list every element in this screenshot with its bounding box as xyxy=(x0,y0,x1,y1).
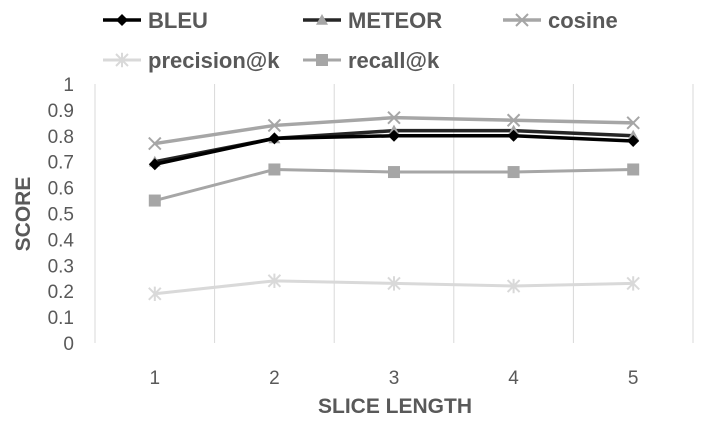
series-bleu xyxy=(148,129,640,171)
legend-item: BLEU xyxy=(103,8,208,33)
point-marker xyxy=(507,166,520,179)
legend-item: cosine xyxy=(503,8,618,33)
x-axis-ticks: 1 2 3 4 5 xyxy=(150,368,639,389)
y-tick-label: 0.2 xyxy=(48,282,74,303)
point-marker xyxy=(506,278,521,294)
y-tick-label: 0.9 xyxy=(48,101,74,122)
point-marker xyxy=(388,129,400,142)
x-tick-label: 5 xyxy=(628,368,639,389)
y-tick-label: 0.4 xyxy=(48,230,75,251)
x-tick-label: 2 xyxy=(269,368,280,389)
point-marker xyxy=(626,276,640,291)
legend-item: METEOR xyxy=(303,8,442,33)
point-marker xyxy=(506,113,521,127)
y-tick-label: 0 xyxy=(63,334,74,355)
y-tick-label: 0.3 xyxy=(48,256,74,277)
y-tick-label: 0.8 xyxy=(48,127,74,148)
legend-item: precision@k xyxy=(103,48,280,73)
series-layer xyxy=(148,110,640,301)
series-cosine xyxy=(148,110,640,151)
point-marker xyxy=(388,166,400,179)
series-recall-k xyxy=(148,163,640,207)
point-marker xyxy=(115,52,129,68)
point-marker xyxy=(267,118,282,133)
point-marker xyxy=(148,158,161,171)
y-axis-ticks: 0 0.1 0.2 0.3 0.4 0.5 0.6 0.7 0.8 0.9 1 xyxy=(48,75,75,355)
y-tick-label: 1 xyxy=(63,75,74,96)
legend-item: recall@k xyxy=(303,48,440,73)
x-axis-title: SLICE LENGTH xyxy=(318,395,472,418)
point-marker xyxy=(515,13,529,27)
point-marker xyxy=(387,276,401,291)
y-tick-label: 0.1 xyxy=(48,308,74,329)
y-tick-label: 0.6 xyxy=(48,179,74,200)
x-tick-label: 4 xyxy=(508,368,519,389)
point-marker xyxy=(148,194,161,207)
point-marker xyxy=(148,286,162,301)
point-marker xyxy=(627,163,640,176)
point-marker xyxy=(626,116,640,130)
legend: BLEU METEOR cosine precision@k recall@k xyxy=(103,8,618,73)
x-tick-label: 3 xyxy=(389,368,400,389)
point-marker xyxy=(507,129,520,142)
legend-label: precision@k xyxy=(148,48,280,73)
series-precision-k xyxy=(148,273,640,301)
legend-label: cosine xyxy=(548,8,618,33)
y-tick-label: 0.7 xyxy=(48,153,74,174)
y-axis-title: SCORE xyxy=(12,177,35,252)
point-marker xyxy=(316,14,328,25)
y-tick-label: 0.5 xyxy=(48,205,74,226)
point-marker xyxy=(267,273,282,289)
point-marker xyxy=(387,110,401,125)
legend-label: METEOR xyxy=(348,8,442,33)
point-marker xyxy=(316,54,328,66)
point-marker xyxy=(268,132,281,145)
point-marker xyxy=(116,14,128,26)
legend-label: recall@k xyxy=(348,48,440,73)
legend-label: BLEU xyxy=(148,8,208,33)
point-marker xyxy=(268,163,281,176)
point-marker xyxy=(627,134,640,147)
x-tick-label: 1 xyxy=(150,368,161,389)
point-marker xyxy=(148,136,162,151)
gridlines xyxy=(94,84,694,343)
